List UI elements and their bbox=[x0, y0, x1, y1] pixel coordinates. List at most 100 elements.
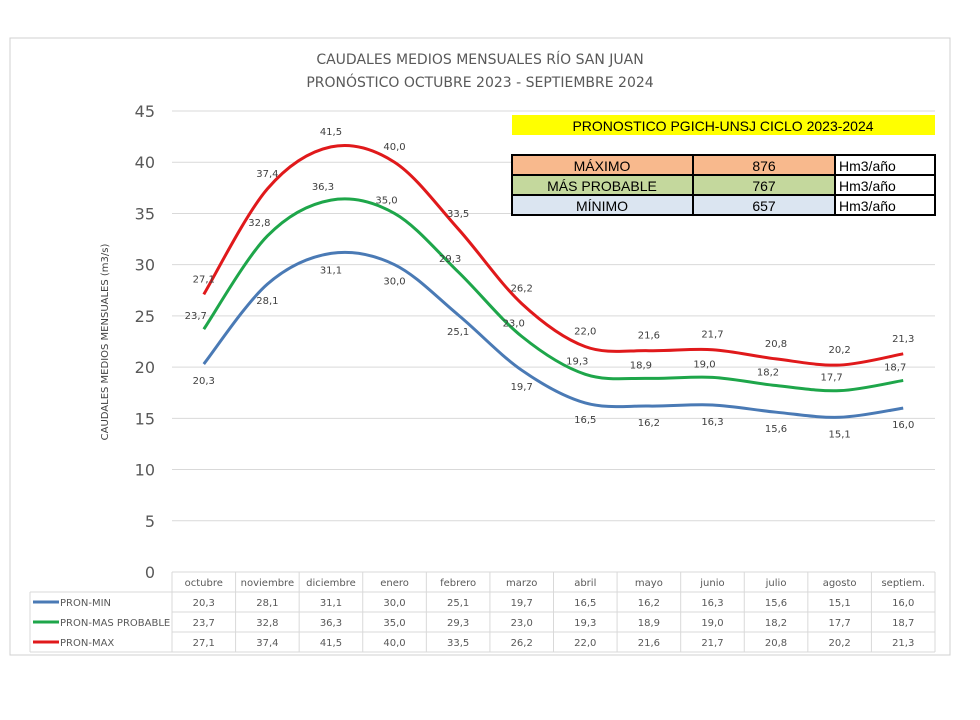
info-row-unit: Hm3/año bbox=[839, 178, 896, 194]
data-label: 16,5 bbox=[574, 415, 596, 426]
y-tick-label: 15 bbox=[135, 409, 155, 428]
data-label: 36,3 bbox=[312, 182, 334, 193]
table-cell: 37,4 bbox=[256, 638, 278, 649]
x-category-label: febrero bbox=[440, 578, 476, 589]
table-cell: 25,1 bbox=[447, 598, 469, 609]
table-cell: 26,2 bbox=[511, 638, 533, 649]
data-label: 41,5 bbox=[320, 127, 342, 138]
info-unit-bg bbox=[835, 195, 935, 215]
y-axis-label: CAUDALES MEDIOS MENSUALES (m3/s) bbox=[100, 244, 111, 441]
data-label: 26,2 bbox=[511, 284, 533, 295]
y-tick-label: 5 bbox=[145, 512, 155, 531]
table-cell: 27,1 bbox=[193, 638, 215, 649]
info-row-bg bbox=[512, 195, 835, 215]
x-category-label: noviembre bbox=[241, 578, 294, 589]
info-row-unit: Hm3/año bbox=[839, 198, 896, 214]
data-label: 31,1 bbox=[320, 265, 342, 276]
data-label: 16,3 bbox=[701, 417, 723, 428]
info-row-label: MÁXIMO bbox=[574, 158, 631, 174]
info-row-value: 876 bbox=[752, 158, 776, 174]
table-cell: 20,8 bbox=[765, 638, 787, 649]
y-tick-label: 25 bbox=[135, 307, 155, 326]
data-label: 28,1 bbox=[256, 296, 278, 307]
info-box-border bbox=[511, 154, 936, 216]
data-label: 29,3 bbox=[439, 254, 461, 265]
info-box-title: PRONOSTICO PGICH-UNSJ CICLO 2023-2024 bbox=[572, 118, 873, 134]
table-cell: 19,0 bbox=[701, 618, 723, 629]
data-label: 17,7 bbox=[820, 373, 842, 384]
x-category-label: marzo bbox=[506, 578, 537, 589]
info-row-bg bbox=[512, 175, 835, 195]
chart-border bbox=[9, 37, 951, 656]
data-label: 20,8 bbox=[765, 339, 787, 350]
data-label: 18,7 bbox=[884, 362, 906, 373]
data-label: 19,3 bbox=[566, 356, 588, 367]
info-row-label: MÍNIMO bbox=[576, 198, 628, 214]
info-row-value: 657 bbox=[752, 198, 776, 214]
x-category-label: agosto bbox=[823, 578, 857, 589]
table-cell: 15,6 bbox=[765, 598, 787, 609]
legend-label: PRON-MAX bbox=[60, 638, 114, 649]
table-cell: 16,2 bbox=[638, 598, 660, 609]
table-cell: 22,0 bbox=[574, 638, 596, 649]
data-label: 23,7 bbox=[185, 311, 207, 322]
info-unit-bg bbox=[835, 175, 935, 195]
data-label: 30,0 bbox=[383, 277, 405, 288]
data-label: 16,2 bbox=[638, 418, 660, 429]
data-label: 32,8 bbox=[248, 218, 270, 229]
data-label: 35,0 bbox=[375, 195, 397, 206]
data-label: 19,0 bbox=[693, 359, 715, 370]
series-line-pron-max bbox=[202, 143, 904, 367]
data-label: 21,7 bbox=[701, 330, 723, 341]
table-cell: 40,0 bbox=[383, 638, 405, 649]
chart-subtitle: PRONÓSTICO OCTUBRE 2023 - SEPTIEMBRE 202… bbox=[306, 73, 653, 91]
table-cell: 32,8 bbox=[256, 618, 278, 629]
data-label: 15,6 bbox=[765, 424, 787, 435]
table-cell: 19,7 bbox=[511, 598, 533, 609]
x-category-label: octubre bbox=[185, 578, 223, 589]
legend-label: PRON-MAS PROBABLE bbox=[60, 618, 170, 629]
series-line-pron-min bbox=[202, 250, 904, 419]
table-cell: 18,2 bbox=[765, 618, 787, 629]
table-cell: 31,1 bbox=[320, 598, 342, 609]
data-label: 18,2 bbox=[757, 368, 779, 379]
data-label: 15,1 bbox=[828, 429, 850, 440]
series-line-pron-mas-probable bbox=[202, 197, 904, 393]
info-row-label: MÁS PROBABLE bbox=[547, 178, 657, 194]
y-tick-label: 45 bbox=[135, 102, 155, 121]
table-cell: 20,2 bbox=[828, 638, 850, 649]
y-tick-label: 30 bbox=[135, 256, 155, 275]
data-label: 25,1 bbox=[447, 327, 469, 338]
data-label: 20,2 bbox=[828, 345, 850, 356]
table-cell: 19,3 bbox=[574, 618, 596, 629]
table-cell: 15,1 bbox=[828, 598, 850, 609]
table-cell: 21,6 bbox=[638, 638, 660, 649]
table-cell: 20,3 bbox=[193, 598, 215, 609]
table-cell: 30,0 bbox=[383, 598, 405, 609]
data-label: 33,5 bbox=[447, 209, 469, 220]
info-unit-bg bbox=[835, 155, 935, 175]
chart-title: CAUDALES MEDIOS MENSUALES RÍO SAN JUAN bbox=[316, 51, 643, 68]
table-cell: 29,3 bbox=[447, 618, 469, 629]
info-row-unit: Hm3/año bbox=[839, 158, 896, 174]
table-cell: 35,0 bbox=[383, 618, 405, 629]
table-cell: 16,3 bbox=[701, 598, 723, 609]
info-box-header bbox=[512, 115, 935, 135]
table-cell: 23,7 bbox=[193, 618, 215, 629]
table-cell: 41,5 bbox=[320, 638, 342, 649]
table-cell: 21,7 bbox=[701, 638, 723, 649]
data-label: 22,0 bbox=[574, 327, 596, 338]
data-label: 40,0 bbox=[383, 142, 405, 153]
data-label: 20,3 bbox=[193, 376, 215, 387]
x-category-label: mayo bbox=[635, 578, 663, 589]
legend-label: PRON-MIN bbox=[60, 598, 111, 609]
table-cell: 21,3 bbox=[892, 638, 914, 649]
y-tick-label: 35 bbox=[135, 204, 155, 223]
info-row-value: 767 bbox=[752, 178, 776, 194]
data-label: 19,7 bbox=[511, 382, 533, 393]
data-label: 16,0 bbox=[892, 420, 914, 431]
data-label: 37,4 bbox=[256, 169, 278, 180]
table-cell: 17,7 bbox=[828, 618, 850, 629]
table-cell: 23,0 bbox=[511, 618, 533, 629]
